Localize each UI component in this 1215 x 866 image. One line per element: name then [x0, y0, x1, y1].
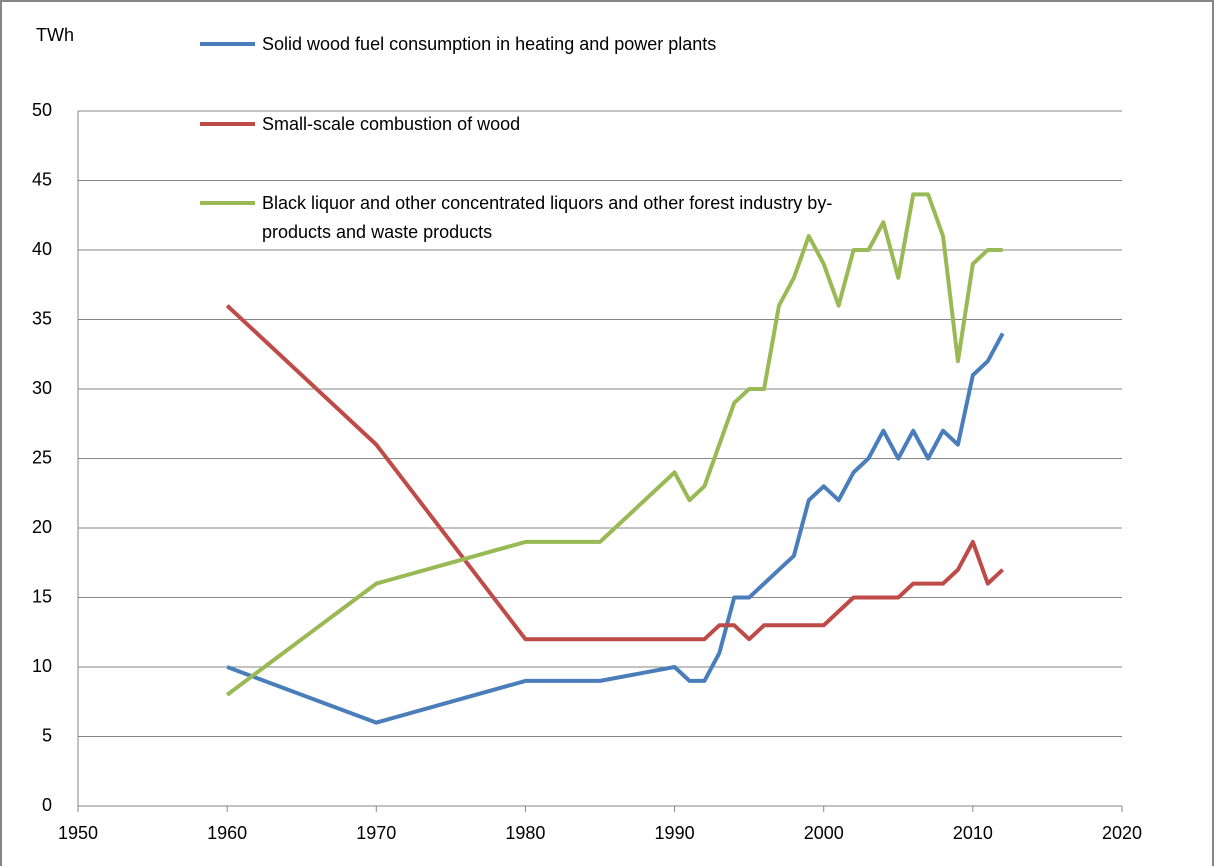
series-line	[226, 332, 1005, 725]
y-tick-label: 45	[32, 169, 52, 189]
x-tick-label: 2010	[953, 823, 993, 843]
x-tick-label: 1990	[655, 823, 695, 843]
y-tick-label: 50	[32, 100, 52, 120]
x-tick-label: 1980	[505, 823, 545, 843]
y-tick-label: 35	[32, 308, 52, 328]
y-tick-label: 10	[32, 656, 52, 676]
y-tick-label: 40	[32, 239, 52, 259]
y-tick-label: 25	[32, 447, 52, 467]
y-tick-label: 30	[32, 378, 52, 398]
x-tick-label: 1960	[207, 823, 247, 843]
x-tick-label: 2000	[804, 823, 844, 843]
series-line	[225, 192, 1003, 697]
y-tick-label: 0	[42, 795, 52, 815]
series-line	[225, 304, 1005, 642]
x-tick-label: 1950	[58, 823, 98, 843]
legend-label: Solid wood fuel consumption in heating a…	[262, 34, 717, 54]
y-tick-label: 15	[32, 586, 52, 606]
y-tick-label: 5	[42, 725, 52, 745]
y-tick-label: 20	[32, 517, 52, 537]
legend-label: Small-scale combustion of wood	[262, 114, 521, 134]
legend-label: Black liquor and other concentrated liqu…	[262, 193, 833, 242]
x-tick-label: 2020	[1102, 823, 1142, 843]
y-axis-label: TWh	[36, 25, 74, 45]
x-tick-label: 1970	[356, 823, 396, 843]
